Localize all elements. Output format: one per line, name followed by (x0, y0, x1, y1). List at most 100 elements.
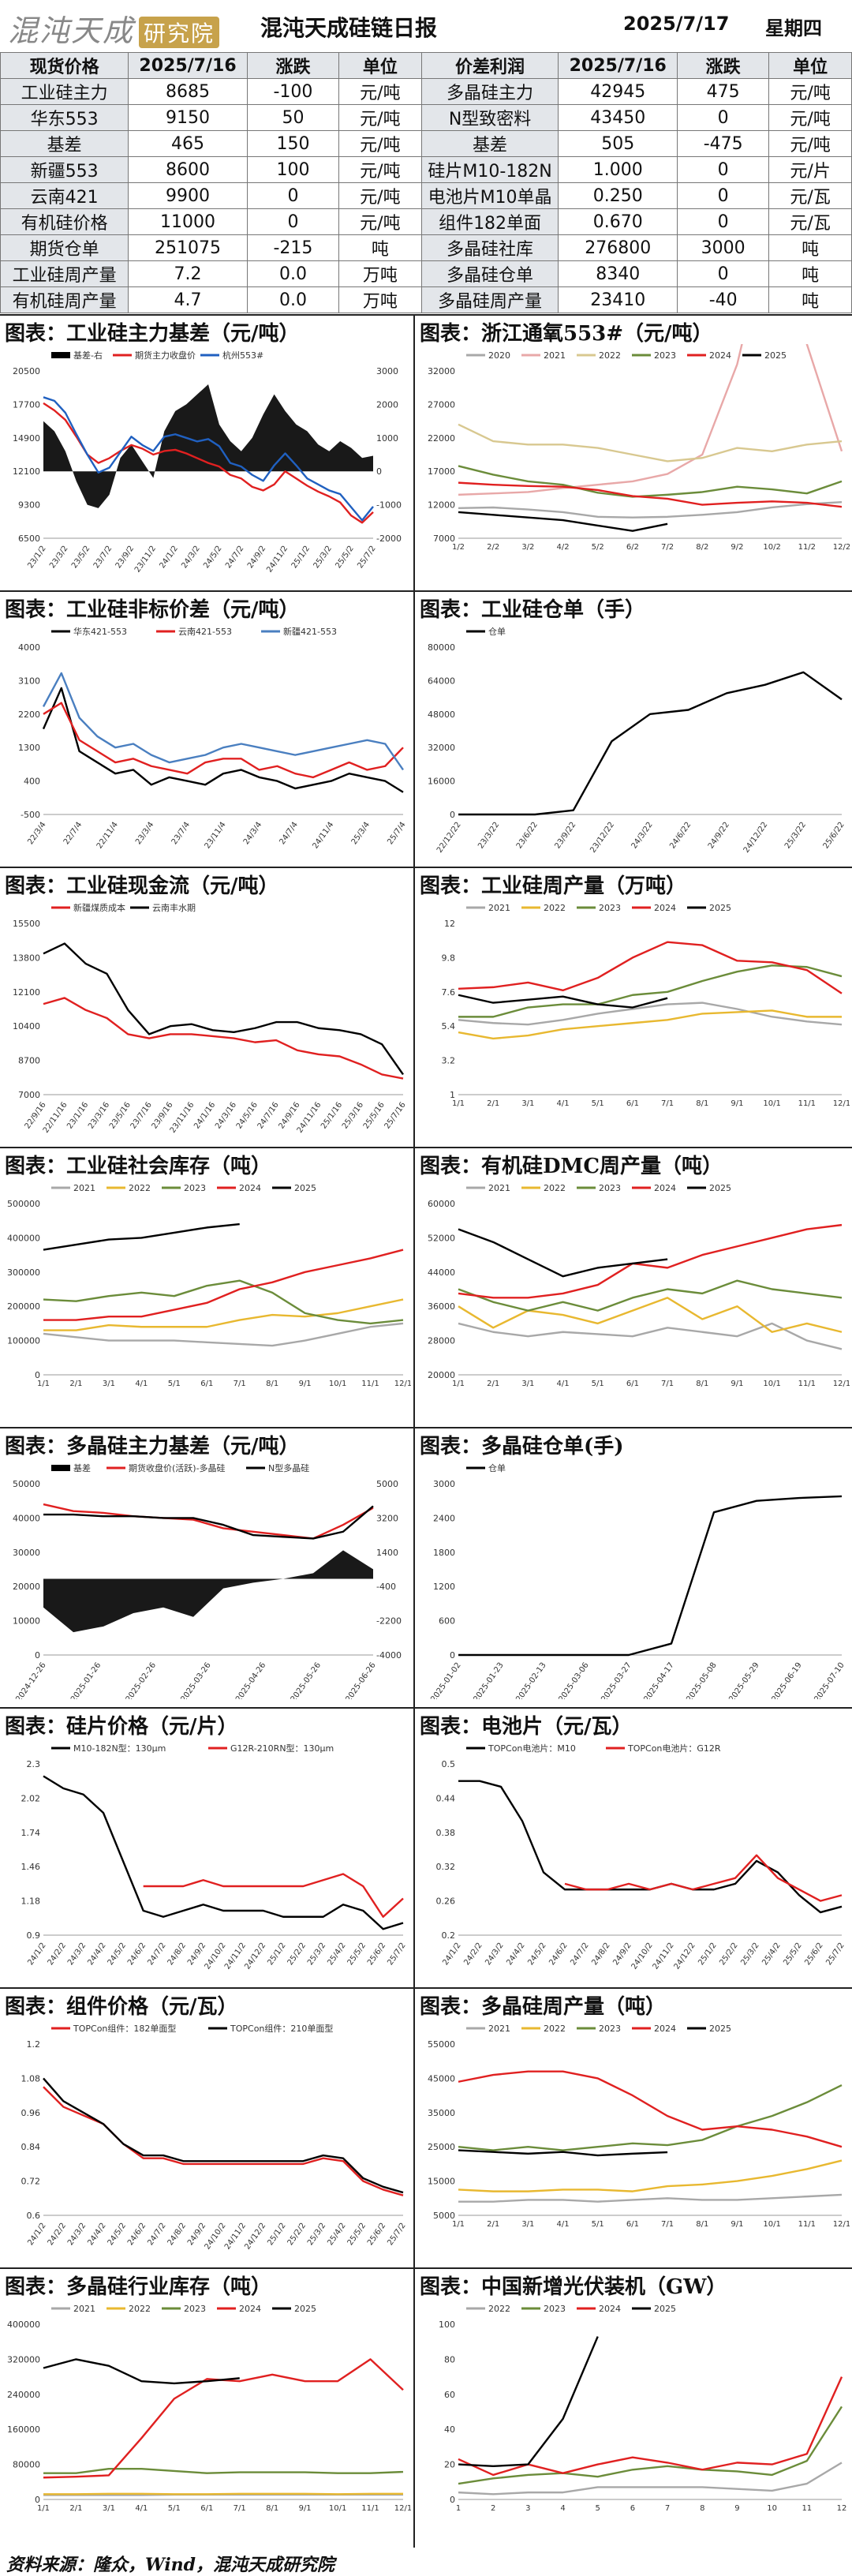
y-tick-label: 40000 (13, 1513, 40, 1523)
series-line (43, 2077, 404, 2194)
x-tick-label: 11/1 (798, 1380, 816, 1388)
chart-c10: 仓单 0 600 1200 1800 2400 3000 2025-01-02 2025-01-… (429, 1462, 846, 1704)
x-tick-label: 2/1 (69, 2504, 82, 2513)
x-tick-label: 8/1 (696, 2220, 708, 2229)
x-tick-label: 11 (802, 2504, 812, 2513)
table-cell: 多晶硅社库 (420, 234, 559, 261)
table-cell: 9900 (128, 182, 248, 209)
x-tick-label: 24/6/2 (547, 1941, 569, 1968)
y-tick-label: 1.46 (21, 1862, 41, 1872)
y-tick-label: 80000 (13, 2460, 40, 2470)
series-line (458, 2406, 843, 2485)
table-cell: 工业硅主力 (0, 78, 129, 105)
y-tick-label: 1 (450, 1090, 455, 1100)
chart-panel: 2021 2022 2023 2024 2025 0 80000 160000 240000 32… (2, 2297, 412, 2547)
y-tick-label: 2200 (18, 710, 40, 720)
table-cell: 吨 (768, 286, 852, 313)
table-cell: 吨 (338, 234, 422, 261)
x-tick-label: 24/8/2 (166, 1941, 188, 1968)
x-tick-label: 4/2 (556, 543, 569, 552)
table-row: 期货仓单 251075 -215 吨多晶硅社库 276800 3000 吨 (0, 234, 852, 261)
series-line (458, 1322, 843, 1350)
y-tick-label: 14900 (13, 433, 40, 444)
section-divider (0, 1987, 852, 1989)
x-tick-label: 25/1/2 (290, 545, 312, 571)
x-tick-label: 4/1 (135, 1380, 148, 1388)
y-tick-label: 20000 (13, 1582, 40, 1592)
x-tick-label: 7/1 (234, 1380, 246, 1388)
series-line (458, 465, 843, 498)
x-tick-label: 25/3/4 (350, 821, 372, 847)
legend-item: 2024 (577, 2304, 621, 2314)
x-tick-label: 24/6/2 (126, 2222, 148, 2248)
legend-label: 2025 (709, 2024, 731, 2034)
chart-panel: TOPCon组件：182单面型 TOPCon组件：210单面型 0.6 0.72 0.8… (2, 2017, 411, 2263)
table-cell: 0 (677, 208, 770, 235)
legend-item: 2022 (521, 903, 566, 913)
x-tick-label: 25/7/2 (356, 545, 377, 571)
x-tick-label: 3/1 (103, 2504, 115, 2513)
x-tick-label: 10 (767, 2504, 777, 2513)
series-line (458, 1780, 843, 1914)
y-tick-label: 7000 (18, 1090, 40, 1100)
table-cell: 276800 (558, 234, 678, 261)
x-tick-label: 12 (837, 2504, 847, 2513)
legend-label: 2022 (129, 1183, 151, 1193)
series-line (43, 942, 404, 1076)
legend-item: TOPCon组件：182单面型 (51, 2023, 176, 2034)
chart-panel: 华东421-553 云南421-553 新疆421-553 -500 400 1300 22… (2, 620, 411, 862)
x-tick-label: 25/3/2 (739, 1941, 760, 1968)
x-tick-label: 2025-01-02 (429, 1661, 462, 1699)
x-tick-label: 24/4/2 (505, 1941, 526, 1968)
x-tick-label: 24/1/2 (26, 2222, 47, 2248)
x-tick-label: 23/3/2 (48, 545, 69, 571)
legend-item: 2023 (162, 1183, 206, 1193)
company-logo: 混沌天成 研究院 (8, 6, 220, 50)
table-cell: 元/吨 (338, 130, 422, 157)
legend-label: 云南丰水期 (152, 903, 196, 913)
x-tick-label: 2025-06-19 (770, 1661, 803, 1699)
table-cell: 硅片M10-182N (420, 156, 559, 183)
x-tick-label: 23/3/4 (134, 821, 155, 847)
chart-c12: TOPCon电池片：M10 TOPCon电池片：G12R 0.2 0.26 0.32 0.… (436, 1743, 846, 1971)
legend-item: 2021 (466, 903, 510, 913)
legend-label: 2024 (654, 1183, 676, 1193)
chart-title: 图表：硅片价格（元/片） (5, 1715, 238, 1739)
table-cell: 元/吨 (768, 130, 852, 157)
y-tick-label: 0 (450, 2495, 455, 2505)
legend-label: 2022 (488, 2304, 510, 2314)
x-tick-label: 1/1 (37, 1380, 50, 1388)
series-line (43, 2358, 240, 2385)
table-cell: 0 (677, 260, 770, 287)
series-line (143, 1873, 404, 1918)
y-tick-label: 12 (444, 919, 455, 929)
legend-label: 2020 (488, 350, 510, 361)
legend-label: M10-182N型：130μm (73, 1743, 166, 1754)
report-title: 混沌天成硅链日报 (260, 15, 438, 41)
x-tick-label: 24/7/2 (146, 2222, 167, 2248)
x-tick-label: 24/5/2 (526, 1941, 547, 1968)
y2-tick-label: 0 (376, 466, 382, 477)
x-tick-label: 9/1 (731, 1380, 743, 1388)
x-tick-label: 25/4/2 (326, 1941, 347, 1968)
table-cell: 有机硅周产量 (0, 286, 129, 313)
x-tick-label: 22/3/4 (26, 821, 47, 847)
x-tick-label: 4/1 (556, 2220, 569, 2229)
x-tick-label: 4/1 (135, 2504, 148, 2513)
x-tick-label: 25/4/2 (326, 2222, 347, 2248)
y-tick-label: -500 (21, 810, 40, 820)
table-cell: 元/吨 (768, 78, 852, 105)
legend-item: 2021 (466, 2024, 510, 2034)
table-cell: 4.7 (128, 286, 248, 313)
chart-title: 图表：工业硅社会库存（吨） (5, 1155, 272, 1178)
table-cell: 基差 (0, 130, 129, 157)
series-line (43, 2086, 404, 2196)
legend-label: 2024 (654, 903, 676, 913)
legend-label: 2025 (294, 1183, 316, 1193)
y2-tick-label: 5000 (376, 1479, 398, 1489)
y-tick-label: 0 (35, 2495, 40, 2505)
x-tick-label: 23/6/22 (515, 821, 540, 851)
chart-c8: 2021 2022 2023 2024 2025 20000 28000 36000 44000… (428, 1183, 850, 1388)
table-cell: 华东553 (0, 104, 129, 131)
x-tick-label: 24/6/2 (126, 1941, 148, 1968)
